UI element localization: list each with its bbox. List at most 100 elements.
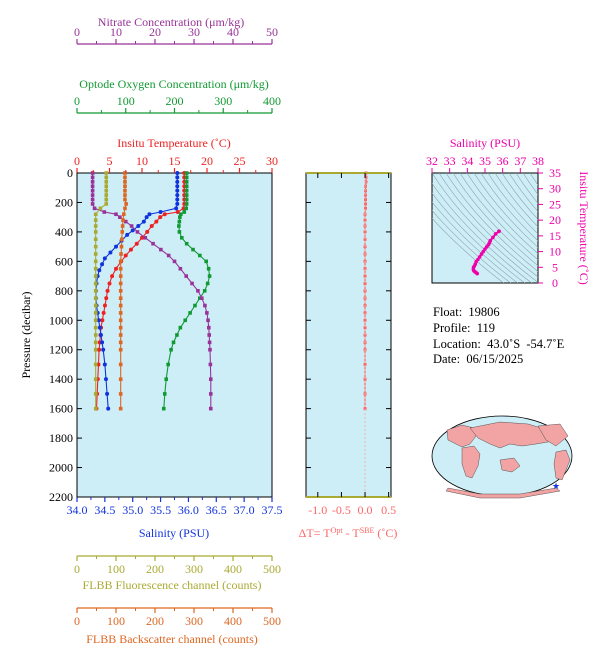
ts-point (476, 257, 480, 262)
nitrate-point (207, 340, 212, 345)
fluorescence-point (98, 206, 103, 211)
nitrate-point (196, 289, 200, 293)
temperature-tick-label: 5 (107, 154, 113, 168)
ts-x-tick-label: 36 (497, 154, 509, 168)
salinity-point (175, 193, 180, 198)
nitrate-point (102, 210, 107, 214)
backscatter-point (118, 392, 123, 396)
ts-isopycnal (522, 173, 538, 195)
backscatter-tick-label: 300 (185, 614, 203, 628)
ts-x-tick-label: 35 (479, 154, 491, 168)
ts-y-tick-label: 15 (549, 229, 561, 243)
backscatter-point (118, 406, 123, 411)
fluorescence-point (93, 362, 98, 367)
location-value: 43.0˚S -54.7˚E (487, 337, 565, 351)
delta-axis-title-part: (˚C) (374, 526, 397, 540)
nitrate-point (208, 406, 213, 411)
salinity-point (130, 228, 135, 233)
delta-point (364, 193, 367, 197)
salinity-point (96, 318, 101, 323)
delta-tick-label: -0.5 (332, 503, 351, 517)
fluorescence-tick-label: 500 (263, 562, 281, 576)
salinity-tick-label: 35.0 (122, 503, 143, 517)
backscatter-point (124, 202, 128, 206)
ts-isopycnal (438, 173, 538, 278)
salinity-point (175, 201, 180, 206)
fluorescence-point (93, 212, 98, 217)
temperature-point (114, 266, 118, 271)
info-location: Location: 43.0˚S -54.7˚E (433, 337, 565, 351)
salinity-point (174, 206, 179, 211)
fluorescence-point (93, 237, 98, 242)
backscatter-tick-label: 500 (263, 614, 281, 628)
salinity-tick-label: 37.0 (234, 503, 255, 517)
ts-y-tick-label: 0 (552, 276, 558, 290)
pressure-tick-label: 1400 (49, 372, 73, 386)
ts-point (497, 229, 501, 233)
ts-y-tick-label: 20 (549, 213, 561, 227)
delta-point (363, 274, 367, 278)
ts-point (477, 255, 482, 259)
nitrate-tick-label: 20 (149, 25, 161, 39)
oxygen-point (184, 197, 189, 202)
nitrate-point (123, 219, 128, 224)
salinity-point (97, 325, 102, 330)
temperature-point (101, 310, 106, 315)
salinity-point (175, 188, 180, 193)
temperature-tick-label: 15 (169, 154, 181, 168)
salinity-axis-title: Salinity (PSU) (139, 526, 209, 540)
delta-axis-title-part: - T (343, 526, 361, 540)
backscatter-point (120, 237, 124, 242)
nitrate-axis-title: Nitrate Concentration (μm/kg) (98, 15, 244, 29)
date-value: 06/15/2025 (466, 352, 524, 366)
fluorescence-point (93, 406, 98, 411)
fluorescence-point (93, 252, 98, 256)
ts-isopycnal (501, 173, 538, 220)
temperature-point (162, 212, 167, 217)
oxygen-point (166, 362, 170, 367)
ts-salinity-axis-title: Salinity (PSU) (450, 136, 520, 150)
nitrate-point (178, 266, 183, 271)
fluorescence-tick-label: 400 (224, 562, 242, 576)
delta-point (363, 230, 367, 234)
fluorescence-point (93, 318, 98, 323)
salinity-point (105, 391, 110, 396)
float-id: 19806 (468, 305, 500, 319)
delta-tick-label: -1.0 (308, 503, 327, 517)
delta-tick-label: 0.5 (381, 503, 396, 517)
temperature-point (110, 274, 115, 279)
oxygen-axis-title: Optode Oxygen Concentration (μm/kg) (79, 77, 268, 91)
ts-isopycnal (466, 173, 538, 255)
temperature-point (107, 281, 112, 286)
nitrate-point (172, 259, 177, 264)
ts-point (488, 238, 493, 243)
temperature-tick-label: 20 (201, 154, 213, 168)
temperature-tick-label: 30 (266, 154, 278, 168)
temperature-point (128, 247, 133, 252)
nitrate-point (129, 224, 134, 228)
delta-point (364, 202, 367, 206)
fluorescence-point (93, 224, 98, 228)
nitrate-tick-label: 50 (266, 25, 278, 39)
oxygen-point (164, 377, 169, 381)
ts-x-tick-label: 34 (461, 154, 473, 168)
ts-y-tick-label: 30 (549, 182, 561, 196)
fluorescence-point (93, 259, 98, 264)
ts-isopycnal (432, 217, 505, 283)
oxygen-tick-label: 200 (166, 94, 184, 108)
backscatter-point (123, 171, 127, 175)
oxygen-point (177, 219, 182, 224)
backscatter-point (118, 347, 123, 352)
oxygen-point (184, 184, 189, 189)
backscatter-point (118, 377, 123, 381)
nitrate-point (205, 311, 209, 315)
temperature-point (134, 241, 139, 246)
nitrate-tick-label: 40 (227, 25, 239, 39)
nitrate-point (90, 202, 95, 206)
backscatter-point (120, 230, 125, 234)
oxygen-point (177, 224, 181, 228)
fluorescence-point (104, 184, 109, 189)
fluorescence-point (93, 377, 98, 381)
nitrate-point (200, 296, 204, 300)
